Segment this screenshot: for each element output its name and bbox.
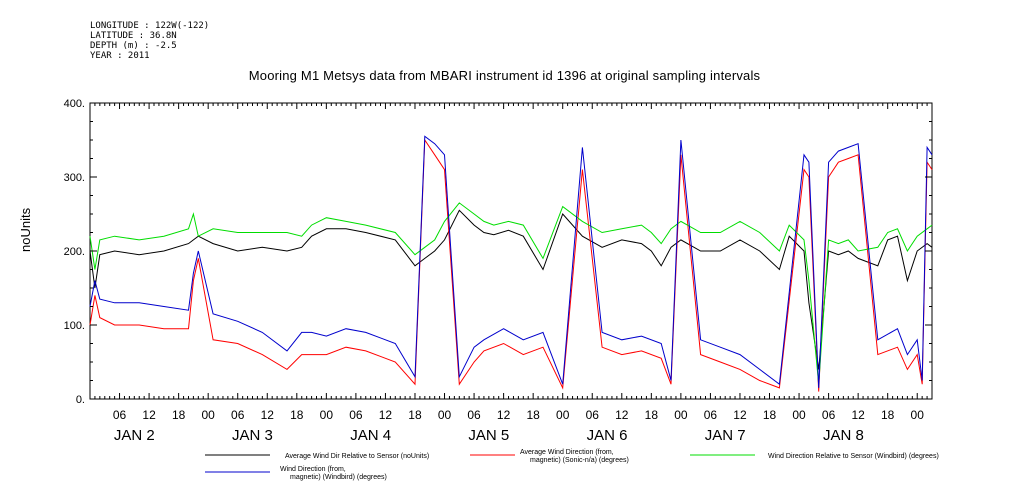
x-day-label: JAN 8 [823,427,864,444]
y-tick-label: 200. [64,246,85,258]
x-tick-label: 12 [851,408,865,422]
series-layer [89,135,933,392]
x-tick-label: 12 [379,408,393,422]
x-tick-label: 12 [497,408,511,422]
x-tick-label: 06 [231,408,245,422]
y-tick-label: 100. [64,320,85,332]
x-tick-label: 18 [645,408,659,422]
x-tick-label: 06 [586,408,600,422]
x-tick-label: 00 [438,408,452,422]
legend-label-4: Wind Direction (from, [280,466,346,473]
y-tick-label: 400. [64,98,85,110]
series-line-2 [89,138,933,392]
axis-layer: 06 12 18 00 06 12 18 00 06 12 18 00 06 12 18 00 06 12 18 00… [64,98,933,444]
x-tick-label: 00 [792,408,806,422]
x-tick-label: 00 [556,408,570,422]
x-tick-label: 18 [408,408,422,422]
metadata-block: LONGITUDE : 122W(-122) LATITUDE : 36.8N … [90,21,209,61]
x-tick-label: 12 [261,408,275,422]
x-day-label: JAN 2 [114,427,155,444]
x-day-label: JAN 5 [468,427,509,444]
x-day-label: JAN 4 [350,427,391,444]
x-tick-label: 12 [615,408,629,422]
latitude-label: LATITUDE : 36.8N [90,31,177,41]
x-tick-label: 18 [172,408,186,422]
x-tick-label: 18 [763,408,777,422]
x-tick-label: 06 [704,408,718,422]
x-tick-label: 18 [881,408,895,422]
x-tick-label: 06 [349,408,363,422]
x-tick-label: 06 [822,408,836,422]
depth-label: DEPTH (m) : -2.5 [90,41,177,51]
longitude-label: LONGITUDE : 122W(-122) [90,21,210,31]
x-tick-label: 12 [142,408,156,422]
series-line-4 [89,135,933,388]
legend-label-2: Average Wind Direction (from, [520,449,614,456]
x-tick-label: 00 [320,408,334,422]
y-tick-label: 300. [64,172,85,184]
x-tick-label: 00 [911,408,925,422]
x-day-label: JAN 3 [232,427,273,444]
x-tick-label: 18 [290,408,304,422]
x-tick-label: 12 [733,408,747,422]
x-day-label: JAN 7 [705,427,746,444]
legend-label-3: Wind Direction Relative to Sensor (Windb… [768,453,939,460]
series-line-3 [89,202,933,385]
legend-label-2: magnetic) (Sonic-n/a) (degrees) [530,457,629,464]
legend: Average Wind Dir Relative to Sensor (noU… [205,449,939,481]
x-tick-label: 06 [467,408,481,422]
legend-label-4: magnetic) (Windbird) (degrees) [290,474,387,481]
legend-label-1: Average Wind Dir Relative to Sensor (noU… [285,453,429,460]
x-tick-label: 00 [674,408,688,422]
x-day-label: JAN 6 [587,427,628,444]
series-line-1 [89,209,933,370]
x-tick-label: 18 [526,408,540,422]
year-label: YEAR : 2011 [90,51,150,61]
x-tick-label: 00 [201,408,215,422]
chart-title: Mooring M1 Metsys data from MBARI instru… [248,68,761,83]
y-tick-label: 0. [76,394,85,406]
x-tick-label: 06 [113,408,127,422]
